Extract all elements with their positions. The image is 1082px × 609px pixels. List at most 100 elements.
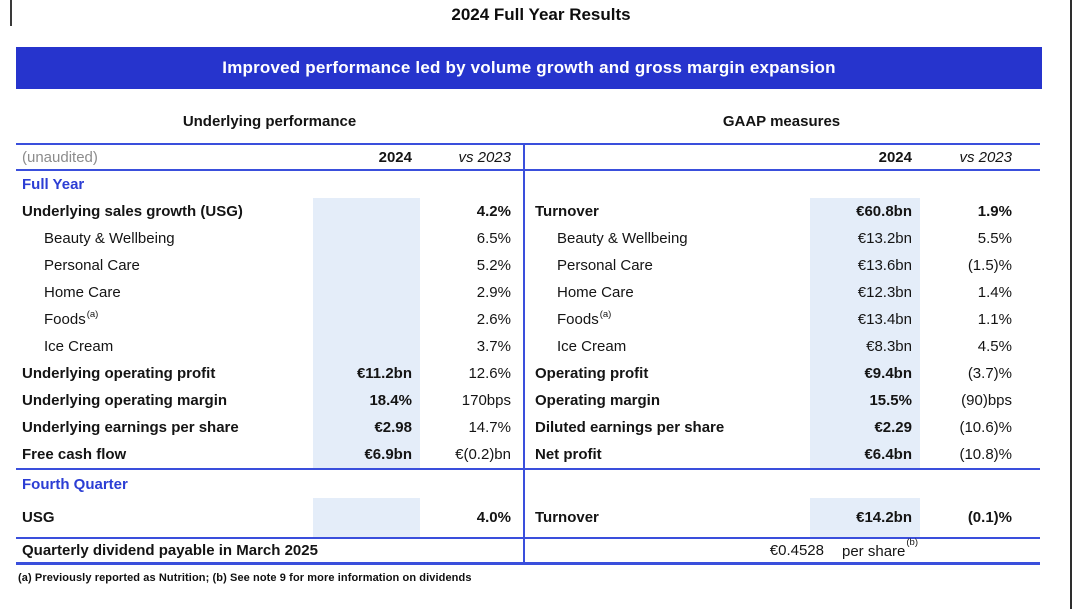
metric-label-text: Foods (557, 311, 599, 328)
table-row: Home Care 2.9% Home Care €12.3bn 1.4% (16, 279, 1040, 306)
metric-label: Personal Care (16, 252, 313, 279)
value-2024 (313, 252, 420, 279)
value-2024: €2.29 (810, 414, 920, 441)
value-2024: €8.3bn (810, 333, 920, 360)
table-section: Fourth Quarter USG 4.0% Turnover €14.2bn (0.1… (16, 468, 1040, 537)
value-2024: €13.4bn (810, 306, 920, 333)
metric-label-text: Beauty & Wellbeing (557, 230, 688, 247)
metric-label: Beauty & Wellbeing (525, 225, 810, 252)
metric-label: Beauty & Wellbeing (16, 225, 313, 252)
value-vs-2023: 4.5% (977, 338, 1012, 355)
metric-label: Free cash flow (16, 441, 313, 468)
value-2024 (313, 306, 420, 333)
footnote-ref-a: (a) (86, 309, 99, 320)
headline-banner: Improved performance led by volume growt… (16, 47, 1042, 89)
metric-label-text: USG (22, 509, 55, 526)
value-vs-2023: 6.5% (476, 230, 511, 247)
gaap-measures-title: GAAP measures (722, 113, 841, 130)
table-row: Underlying sales growth (USG) 4.2% Turnove… (16, 198, 1040, 225)
metric-label: Underlying operating margin (16, 387, 313, 414)
metric-label: Personal Care (525, 252, 810, 279)
right-col-vs2023-header: vs 2023 (959, 148, 1012, 166)
metric-label-text: Operating margin (535, 392, 661, 409)
column-header-row: (unaudited) 2024 vs 2023 2024 vs 2023 (16, 143, 1040, 171)
metric-label-text: Free cash flow (22, 446, 127, 463)
section-heading-row: Fourth Quarter (16, 470, 1040, 498)
value-vs-2023: 4.0% (476, 509, 511, 526)
footnote-ref-b: (b) (906, 536, 918, 548)
metric-label: Ice Cream (16, 333, 313, 360)
metric-label: Turnover (525, 198, 810, 225)
value-2024: €12.3bn (810, 279, 920, 306)
right-header-half: 2024 vs 2023 (523, 145, 1040, 169)
metric-label-text: Underlying sales growth (USG) (22, 203, 243, 220)
metric-label-text: Diluted earnings per share (535, 419, 725, 436)
value-vs-2023: 1.1% (977, 311, 1012, 328)
table-row: Personal Care 5.2% Personal Care €13.6bn (1.… (16, 252, 1040, 279)
metric-label: Underlying sales growth (USG) (16, 198, 313, 225)
value-2024 (313, 498, 420, 537)
value-2024: €13.2bn (810, 225, 920, 252)
dividend-unit-text: per share (842, 542, 906, 560)
value-2024: 18.4% (313, 387, 420, 414)
table-group-titles: Underlying performance GAAP measures (16, 107, 1040, 137)
metric-label: Underlying operating profit (16, 360, 313, 387)
section-heading-label: Fourth Quarter (22, 475, 128, 493)
metric-label: Foods (a) (525, 306, 810, 333)
page-title: 2024 Full Year Results (451, 5, 631, 24)
dividend-unit: per share(b) (842, 537, 918, 560)
page-right-border (1070, 0, 1072, 609)
metric-label-text: Turnover (535, 203, 599, 220)
left-col-vs2023-header: vs 2023 (458, 148, 511, 166)
metric-label-text: Personal Care (44, 257, 140, 274)
section-heading-row: Full Year (16, 171, 1040, 198)
page-edge-mark (10, 0, 12, 26)
value-vs-2023: €(0.2)bn (455, 446, 511, 463)
value-vs-2023: 5.5% (977, 230, 1012, 247)
value-2024: €2.98 (313, 414, 420, 441)
footnote-ref-a: (a) (599, 309, 612, 320)
table-row: Beauty & Wellbeing 6.5% Beauty & Wellbeing… (16, 225, 1040, 252)
right-header-spacer (525, 145, 810, 169)
metric-label: Foods (a) (16, 306, 313, 333)
value-vs-2023: (0.1)% (967, 509, 1012, 526)
value-vs-2023: 14.7% (468, 419, 511, 436)
metric-label: Home Care (16, 279, 313, 306)
dividend-label: Quarterly dividend payable in March 2025 (22, 542, 318, 559)
metric-label-text: Underlying earnings per share (22, 419, 239, 436)
metric-label-text: Underlying operating profit (22, 365, 216, 382)
value-vs-2023: 5.2% (476, 257, 511, 274)
value-2024: €6.9bn (313, 441, 420, 468)
dividend-amount: €0.4528 (769, 542, 824, 559)
metric-label: Operating margin (525, 387, 810, 414)
value-vs-2023: 1.4% (977, 284, 1012, 301)
metric-label: Underlying earnings per share (16, 414, 313, 441)
value-2024 (313, 225, 420, 252)
metric-label: Turnover (525, 498, 810, 537)
value-vs-2023: 170bps (461, 392, 511, 409)
underlying-performance-title: Underlying performance (182, 113, 357, 130)
left-header-half: (unaudited) 2024 vs 2023 (16, 145, 523, 169)
metric-label: Operating profit (525, 360, 810, 387)
footnote-text: (a) Previously reported as Nutrition; (b… (18, 572, 472, 584)
right-col-2024-header: 2024 (878, 148, 912, 166)
metric-label-text: Turnover (535, 509, 599, 526)
value-vs-2023: (90)bps (961, 392, 1012, 409)
value-vs-2023: 12.6% (468, 365, 511, 382)
value-vs-2023: 2.9% (476, 284, 511, 301)
value-2024: €14.2bn (810, 498, 920, 537)
value-vs-2023: (1.5)% (967, 257, 1012, 274)
table-section: Full Year Underlying sales growth (USG) 4.… (16, 171, 1040, 468)
value-2024 (313, 333, 420, 360)
headline-text: Improved performance led by volume growt… (222, 58, 836, 77)
dividend-row: Quarterly dividend payable in March 2025… (16, 537, 1040, 565)
metric-label: Home Care (525, 279, 810, 306)
metric-label-text: Beauty & Wellbeing (44, 230, 175, 247)
metric-label: Diluted earnings per share (525, 414, 810, 441)
metric-label: Net profit (525, 441, 810, 468)
metric-label-text: Home Care (557, 284, 634, 301)
value-vs-2023: 4.2% (476, 203, 511, 220)
table-row: Foods (a) 2.6% Foods (a) €13.4bn 1.1% (16, 306, 1040, 333)
left-col-2024-header: 2024 (378, 148, 412, 166)
value-vs-2023: 1.9% (977, 203, 1012, 220)
